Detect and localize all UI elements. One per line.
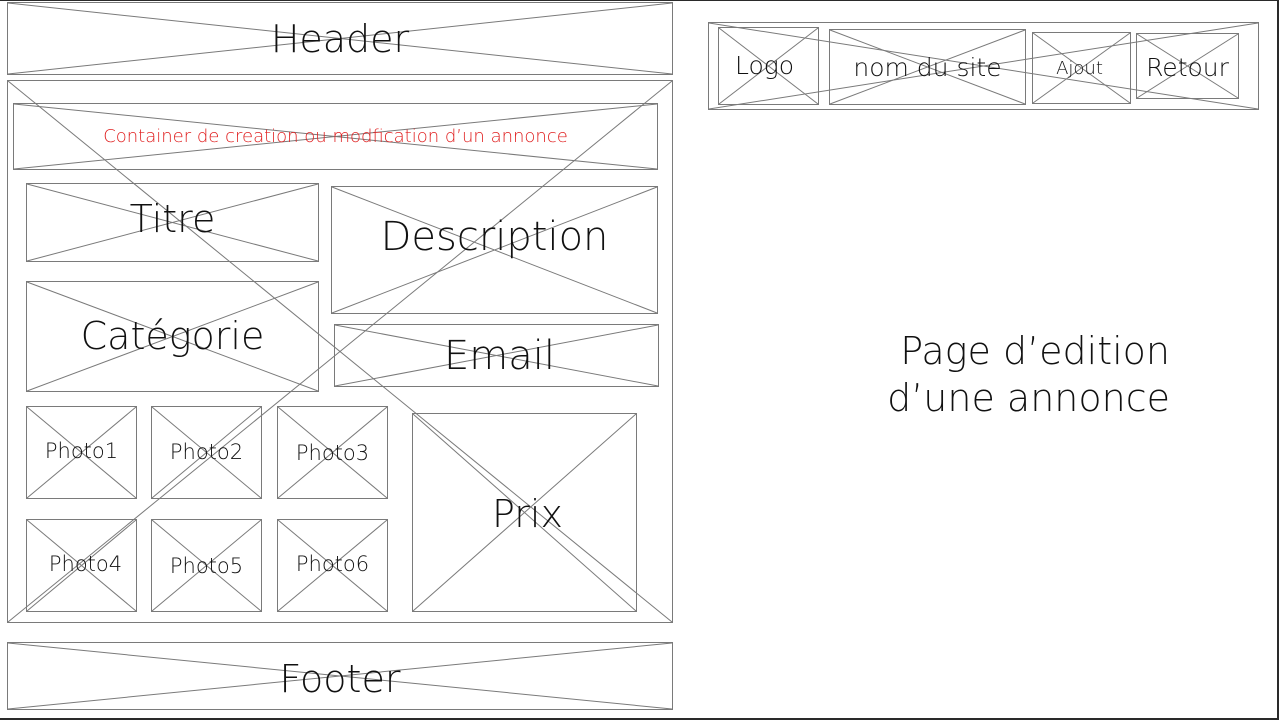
photo1-label: Photo1 xyxy=(44,438,119,463)
titre-label: Titre xyxy=(129,196,216,241)
footer-placeholder: Footer xyxy=(7,642,673,710)
description-field: Description xyxy=(331,186,658,314)
categorie-field: Catégorie xyxy=(26,281,319,392)
photo3-label: Photo3 xyxy=(295,440,370,465)
footer-label: Footer xyxy=(279,657,401,701)
page-title-line1: Page d’edition xyxy=(900,329,1170,373)
page-title: Page d’edition d’une annonce xyxy=(840,328,1170,422)
categorie-label: Catégorie xyxy=(80,313,265,358)
logo-placeholder: Logo xyxy=(718,27,819,105)
photo3-slot: Photo3 xyxy=(277,406,388,499)
ajout-placeholder: Ajout xyxy=(1032,32,1131,104)
logo-label: Logo xyxy=(734,50,795,80)
photo1-slot: Photo1 xyxy=(26,406,137,499)
prix-label: Prix xyxy=(492,491,563,536)
photo4-label: Photo4 xyxy=(48,551,123,576)
photo2-label: Photo2 xyxy=(169,439,244,464)
email-label: Email xyxy=(444,332,555,379)
ajout-label: Ajout xyxy=(1056,57,1103,79)
site-name-label: nom du site xyxy=(853,52,1002,82)
titre-field: Titre xyxy=(26,183,319,262)
container-label: Container de creation ou modfication d’u… xyxy=(103,126,568,147)
page-title-line2: d’une annonce xyxy=(887,376,1170,420)
email-field: Email xyxy=(334,324,659,387)
main-container xyxy=(7,80,673,623)
site-name-placeholder: nom du site xyxy=(829,29,1026,105)
photo5-label: Photo5 xyxy=(169,553,244,578)
retour-label: Retour xyxy=(1146,52,1229,82)
photo4-slot: Photo4 xyxy=(26,519,137,612)
photo5-slot: Photo5 xyxy=(151,519,262,612)
retour-placeholder: Retour xyxy=(1136,33,1239,99)
prix-field: Prix xyxy=(412,413,637,612)
header-detail xyxy=(708,22,1259,110)
container-label-box: Container de creation ou modfication d’u… xyxy=(13,103,658,170)
header-label: Header xyxy=(270,16,410,61)
photo6-label: Photo6 xyxy=(295,551,370,576)
description-label: Description xyxy=(380,214,609,260)
photo6-slot: Photo6 xyxy=(277,519,388,612)
photo2-slot: Photo2 xyxy=(151,406,262,499)
header-placeholder: Header xyxy=(7,2,673,75)
